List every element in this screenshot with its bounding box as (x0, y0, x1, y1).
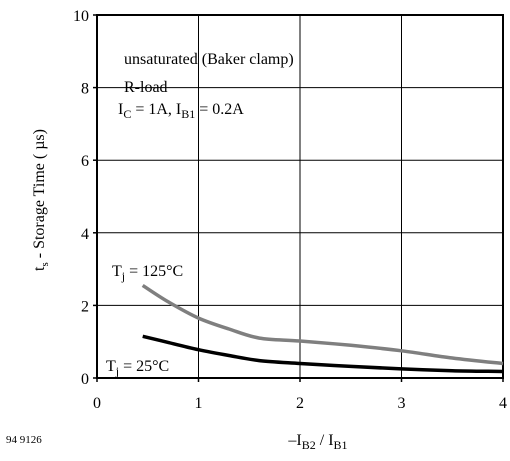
x-tick-label: 3 (398, 395, 406, 412)
series-label-25c: Tj = 25°C (106, 358, 169, 378)
grid (97, 15, 503, 378)
y-tick-label: 10 (73, 8, 89, 25)
y-tick-label: 6 (81, 153, 89, 170)
x-axis-label: –IB2 / IB1 (287, 432, 347, 452)
series-line-25c (142, 334, 504, 374)
x-tick-label: 4 (499, 395, 507, 412)
series-label-125c: Tj = 125°C (112, 263, 183, 283)
y-tick-label: 4 (81, 226, 89, 243)
y-axis-label: ts - Storage Time ( µs) (31, 129, 51, 271)
x-tick-label: 0 (93, 395, 101, 412)
x-tick-label: 2 (296, 395, 304, 412)
annotation-line-1: unsaturated (Baker clamp) (124, 51, 294, 68)
series-lines (141, 283, 504, 374)
annotation-line-3: IC = 1A, IB1 = 0.2A (118, 101, 244, 121)
ticks: 0 1 2 3 4 0 2 4 6 8 10 (73, 8, 507, 412)
figure-id: 94 9126 (6, 434, 42, 446)
y-tick-label: 0 (81, 371, 89, 388)
y-tick-label: 8 (81, 81, 89, 98)
annotation-line-2: R-load (124, 79, 168, 96)
y-tick-label: 2 (81, 298, 89, 315)
x-tick-label: 1 (195, 395, 203, 412)
series-label-25c-bg (103, 354, 195, 376)
series-line-125c (141, 283, 504, 366)
